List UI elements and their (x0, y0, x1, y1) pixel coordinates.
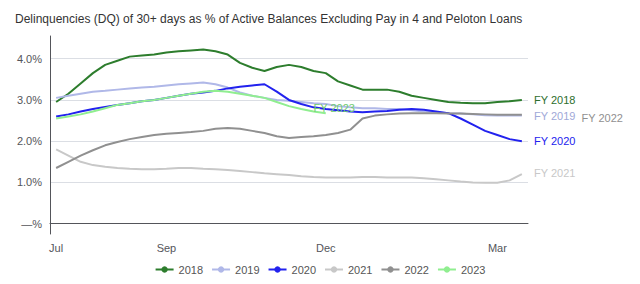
svg-text:Delinquencies (DQ) of 30+ days: Delinquencies (DQ) of 30+ days as % of A… (15, 12, 522, 26)
svg-text:FY 2020: FY 2020 (534, 135, 575, 147)
svg-text:—%: —% (21, 218, 42, 230)
svg-text:FY 2019: FY 2019 (534, 110, 575, 122)
svg-text:FY 2022: FY 2022 (582, 112, 623, 124)
svg-text:1.0%: 1.0% (17, 176, 42, 188)
svg-text:2018: 2018 (179, 264, 203, 276)
svg-text:2023: 2023 (461, 264, 485, 276)
svg-text:4.0%: 4.0% (17, 53, 42, 65)
svg-text:Jul: Jul (49, 242, 63, 254)
svg-text:Mar: Mar (488, 242, 507, 254)
svg-text:Sep: Sep (157, 242, 177, 254)
svg-text:2.0%: 2.0% (17, 135, 42, 147)
svg-text:2021: 2021 (348, 264, 372, 276)
svg-text:FY 2021: FY 2021 (534, 167, 575, 179)
svg-text:2022: 2022 (404, 264, 428, 276)
svg-text:FY 2018: FY 2018 (534, 94, 575, 106)
svg-text:FY 2023: FY 2023 (314, 102, 355, 114)
svg-text:2019: 2019 (235, 264, 259, 276)
svg-text:3.0%: 3.0% (17, 94, 42, 106)
svg-text:Dec: Dec (316, 242, 336, 254)
svg-text:2020: 2020 (292, 264, 316, 276)
